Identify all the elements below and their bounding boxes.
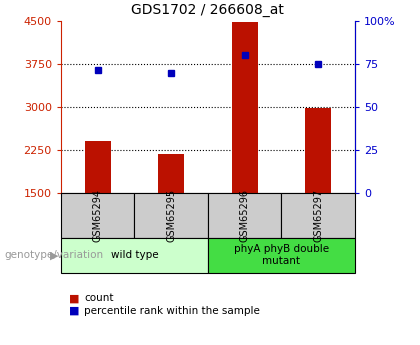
Text: count: count: [84, 294, 113, 303]
Title: GDS1702 / 266608_at: GDS1702 / 266608_at: [131, 3, 284, 17]
Text: GSM65295: GSM65295: [166, 189, 176, 242]
Bar: [85, 141, 110, 193]
Text: ■: ■: [69, 294, 80, 303]
Text: GSM65294: GSM65294: [93, 189, 102, 242]
Text: ▶: ▶: [50, 250, 59, 260]
Text: percentile rank within the sample: percentile rank within the sample: [84, 306, 260, 315]
Text: wild type: wild type: [110, 250, 158, 260]
Bar: [232, 22, 257, 193]
Text: GSM65297: GSM65297: [313, 189, 323, 242]
Text: GSM65296: GSM65296: [240, 189, 249, 242]
Text: ■: ■: [69, 306, 80, 315]
Text: genotype/variation: genotype/variation: [4, 250, 103, 260]
Bar: [305, 108, 331, 193]
Text: phyA phyB double
mutant: phyA phyB double mutant: [234, 245, 329, 266]
Bar: [158, 155, 184, 193]
